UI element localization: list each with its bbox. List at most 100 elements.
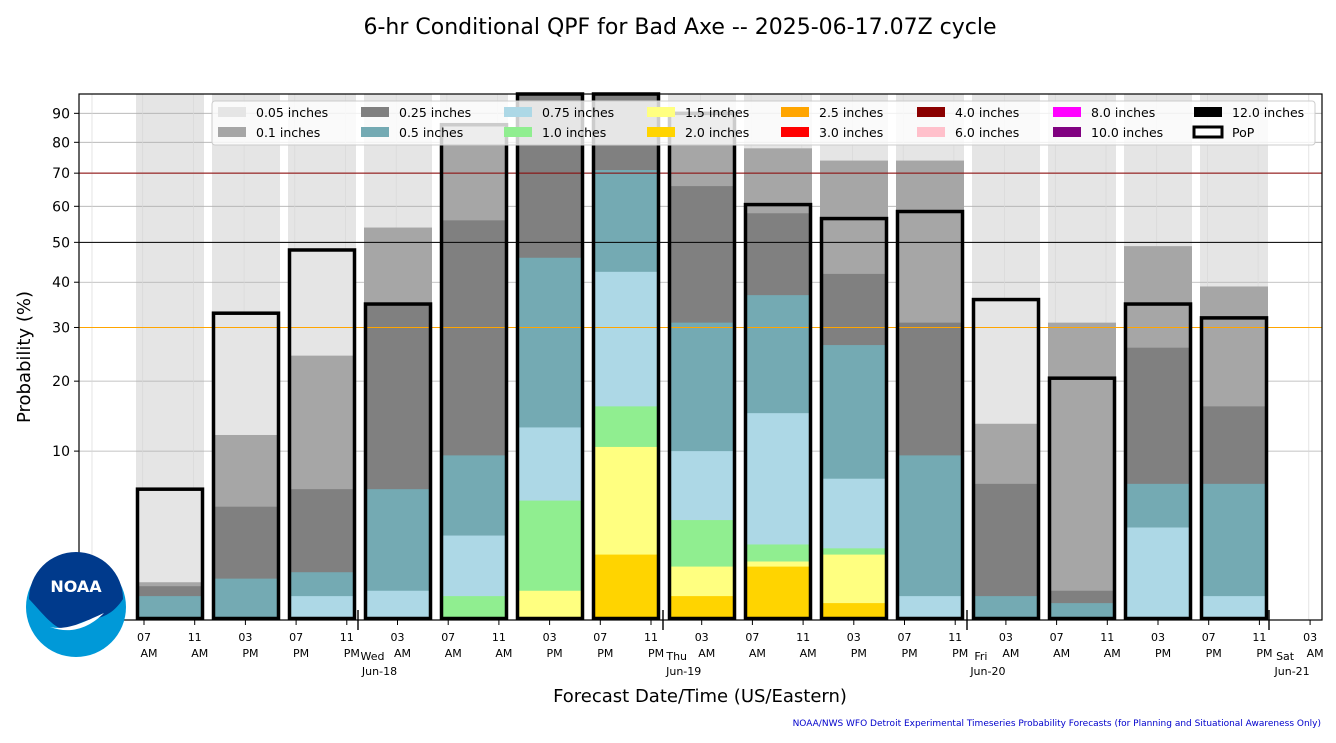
x-tick-label: AM (1307, 647, 1324, 660)
y-tick-label: 70 (52, 166, 70, 182)
x-tick-label: 11 (1252, 631, 1266, 644)
x-tick-label: AM (1002, 647, 1019, 660)
plot-frame (78, 93, 1323, 621)
legend-label: 6.0 inches (955, 125, 1019, 140)
pop-outline (287, 248, 357, 621)
legend-swatch (917, 107, 945, 117)
x-tick-label: 03 (695, 631, 709, 644)
x-tick-label: AM (698, 647, 715, 660)
bar-2-0-inches (820, 603, 888, 620)
x-day-label: Jun-20 (969, 665, 1005, 678)
x-tick-label: PM (1256, 647, 1272, 660)
pop-outline (1199, 316, 1269, 621)
legend-swatch (781, 127, 809, 137)
bar-0-75-inches (896, 596, 964, 620)
y-tick-label: 20 (52, 374, 70, 390)
pop-outline (1047, 376, 1117, 621)
legend-label: 1.0 inches (542, 125, 606, 140)
x-day-label: Wed (361, 650, 385, 663)
x-tick-label: AM (1053, 647, 1070, 660)
legend-label: 0.75 inches (542, 105, 614, 120)
legend-swatch (361, 127, 389, 137)
legend-swatch (647, 107, 675, 117)
legend-swatch (218, 107, 246, 117)
bar-0-5-inches (212, 578, 280, 620)
x-tick-label: 03 (391, 631, 405, 644)
reference-lines (79, 172, 1322, 328)
legend-swatch (917, 127, 945, 137)
x-tick-label: 07 (898, 631, 912, 644)
x-day-label: Thu (665, 650, 687, 663)
x-day-label: Sat (1276, 650, 1295, 663)
y-axis-ticks: 10 20 30 40 50 60 70 80 90 (52, 106, 79, 460)
x-tick-label: PM (1155, 647, 1171, 660)
legend-swatch (218, 127, 246, 137)
pop-outline (895, 209, 965, 621)
legend-swatch (1192, 125, 1224, 139)
bar-2-0-inches (744, 566, 812, 620)
legend-swatch (361, 107, 389, 117)
bar-0-5-inches (972, 596, 1040, 620)
y-tick-label: 10 (52, 444, 70, 460)
bar-0-5-inches (1048, 603, 1116, 620)
bar-0-75-inches (1124, 527, 1192, 620)
legend-swatch (781, 107, 809, 117)
x-tick-label: AM (495, 647, 512, 660)
x-tick-label: AM (1104, 647, 1121, 660)
y-tick-label: 80 (52, 135, 70, 151)
x-tick-label: 07 (593, 631, 607, 644)
legend-label: PoP (1232, 125, 1255, 140)
legend-swatch (504, 107, 532, 117)
x-tick-label: 07 (137, 631, 151, 644)
x-tick-label: AM (749, 647, 766, 660)
y-tick-label: 40 (52, 275, 70, 291)
y-tick-label: 90 (52, 106, 70, 122)
pop-outline (363, 302, 433, 621)
y-tick-label: 50 (52, 235, 70, 251)
legend-label: 10.0 inches (1091, 125, 1163, 140)
x-tick-label: 11 (644, 631, 658, 644)
legend-label: 2.5 inches (819, 105, 883, 120)
x-tick-label: PM (242, 647, 258, 660)
pop-outline (819, 216, 889, 621)
bar-0-5-inches (136, 596, 204, 620)
x-tick-label: 07 (1050, 631, 1064, 644)
pop-outline (135, 487, 205, 621)
legend-label: 0.25 inches (399, 105, 471, 120)
pop-outline (1123, 302, 1193, 621)
legend-swatch (1053, 127, 1081, 137)
x-axis-label: Forecast Date/Time (US/Eastern) (553, 686, 847, 707)
pop-outline (743, 202, 813, 621)
bar-2-0-inches (592, 554, 660, 620)
x-tick-label: 03 (1303, 631, 1317, 644)
x-tick-label: PM (344, 647, 360, 660)
bar-0-75-inches (1200, 596, 1268, 620)
legend-label: 0.1 inches (256, 125, 320, 140)
x-tick-label: 11 (796, 631, 810, 644)
y-tick-label: 30 (52, 320, 70, 336)
x-tick-label: AM (191, 647, 208, 660)
y-axis-label: Probability (%) (14, 291, 35, 423)
legend-label: 8.0 inches (1091, 105, 1155, 120)
noaa-logo-text: NOAA (50, 577, 102, 596)
x-tick-label: 11 (492, 631, 506, 644)
x-tick-label: PM (293, 647, 309, 660)
x-tick-label: PM (1206, 647, 1222, 660)
x-tick-label: 03 (999, 631, 1013, 644)
legend-label: 0.05 inches (256, 105, 328, 120)
footer-note: NOAA/NWS WFO Detroit Experimental Timese… (793, 719, 1321, 729)
x-tick-label: PM (547, 647, 563, 660)
pop-outline (971, 297, 1041, 621)
x-day-label: Jun-21 (1274, 665, 1310, 678)
x-tick-label: PM (952, 647, 968, 660)
x-tick-label: 03 (543, 631, 557, 644)
x-tick-label: 11 (340, 631, 354, 644)
noaa-logo: NOAA (26, 552, 126, 657)
x-tick-label: 07 (1202, 631, 1216, 644)
x-day-label: Fri (974, 650, 987, 663)
x-tick-label: 11 (1100, 631, 1114, 644)
x-axis-ticks: 07 AM 11 AM 03 PM 07 PM 11 PM 03 AM Wed Jun-18 07 AM 11 A… (137, 620, 1324, 678)
legend-swatch (647, 127, 675, 137)
x-tick-label: PM (648, 647, 664, 660)
